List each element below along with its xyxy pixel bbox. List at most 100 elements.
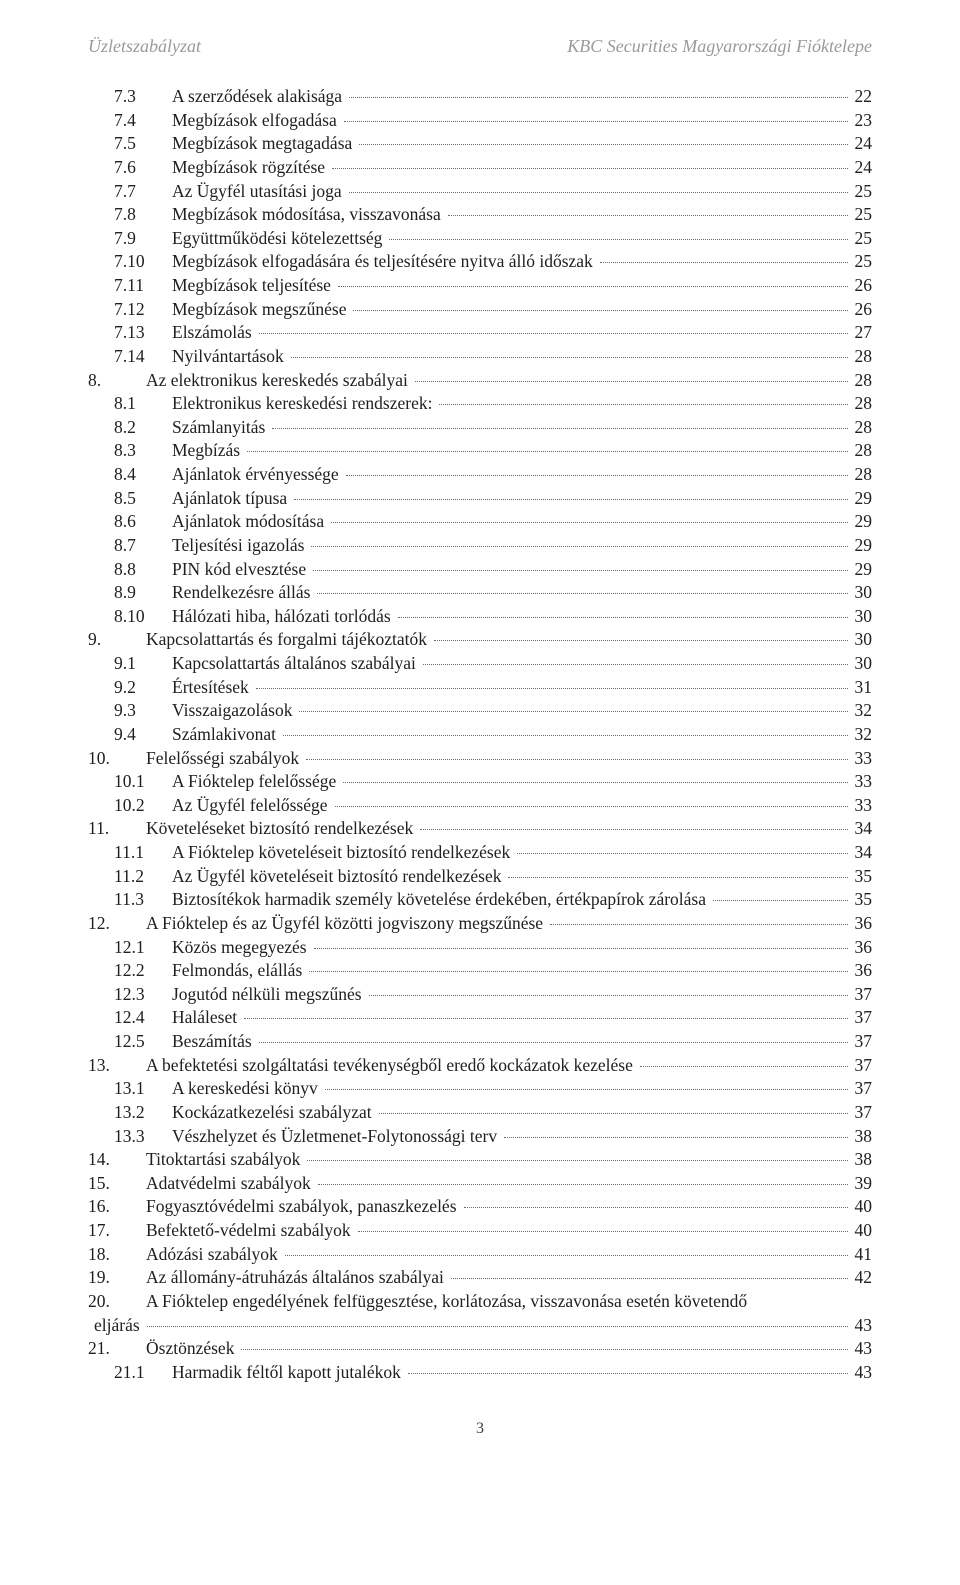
- toc-leader: [508, 877, 847, 878]
- toc-leader: [415, 381, 848, 382]
- toc-title: A szerződések alakisága: [172, 85, 346, 109]
- toc-leader: [259, 1042, 848, 1043]
- toc-number: 7.10: [114, 250, 172, 274]
- toc-title: A befektetési szolgáltatási tevékenységb…: [146, 1054, 637, 1078]
- toc-page: 40: [851, 1195, 873, 1219]
- toc-number: 7.4: [114, 109, 172, 133]
- toc-page: 25: [851, 180, 873, 204]
- toc-page: 37: [851, 1006, 873, 1030]
- toc-entry: 15.Adatvédelmi szabályok39: [88, 1172, 872, 1196]
- toc-title: Ajánlatok módosítása: [172, 510, 328, 534]
- toc-leader: [247, 451, 847, 452]
- toc-leader: [398, 617, 848, 618]
- toc-title: Az állomány-átruházás általános szabálya…: [146, 1266, 448, 1290]
- toc-title: Kapcsolattartás és forgalmi tájékoztatók: [146, 628, 431, 652]
- toc-leader: [408, 1373, 848, 1374]
- toc-number: 11.: [88, 817, 146, 841]
- toc-leader: [358, 1231, 848, 1232]
- toc-title: Visszaigazolások: [172, 699, 296, 723]
- toc-entry: 9.4Számlakivonat32: [88, 723, 872, 747]
- running-header: Üzletszabályzat KBC Securities Magyarors…: [88, 36, 872, 57]
- toc-entry: 11.3Biztosítékok harmadik személy követe…: [88, 888, 872, 912]
- toc-title: Követeléseket biztosító rendelkezések: [146, 817, 417, 841]
- toc-leader: [640, 1066, 848, 1067]
- toc-entry: 7.3A szerződések alakisága22: [88, 85, 872, 109]
- toc-entry: 13.3Vészhelyzet és Üzletmenet-Folytonoss…: [88, 1125, 872, 1149]
- toc-leader: [389, 239, 847, 240]
- toc-page: 37: [851, 1101, 873, 1125]
- toc-number: 8.7: [114, 534, 172, 558]
- toc-number: 8.4: [114, 463, 172, 487]
- toc-leader: [344, 121, 848, 122]
- toc-number: 19.: [88, 1266, 146, 1290]
- toc-entry: 7.9Együttműködési kötelezettség25: [88, 227, 872, 251]
- toc-leader: [285, 1255, 848, 1256]
- toc-number: 18.: [88, 1243, 146, 1267]
- toc-leader: [309, 971, 847, 972]
- toc-number: 13.: [88, 1054, 146, 1078]
- toc-number: 7.9: [114, 227, 172, 251]
- toc-leader: [256, 688, 848, 689]
- toc-entry: eljárás43: [88, 1314, 872, 1338]
- toc-leader: [439, 404, 847, 405]
- toc-entry: 12.4Haláleset37: [88, 1006, 872, 1030]
- toc-leader: [338, 286, 848, 287]
- toc-title: Megbízások módosítása, visszavonása: [172, 203, 445, 227]
- toc-page: 35: [851, 888, 873, 912]
- toc-number: 8.5: [114, 487, 172, 511]
- page: Üzletszabályzat KBC Securities Magyarors…: [0, 0, 960, 1478]
- toc-page: 43: [851, 1314, 873, 1338]
- toc-number: 7.7: [114, 180, 172, 204]
- toc-number: 13.2: [114, 1101, 172, 1125]
- toc-leader: [314, 948, 848, 949]
- toc-entry: 10.2Az Ügyfél felelőssége33: [88, 794, 872, 818]
- toc-entry: 21.Ösztönzések43: [88, 1337, 872, 1361]
- toc-number: 8.10: [114, 605, 172, 629]
- toc-title: Ajánlatok érvényessége: [172, 463, 343, 487]
- table-of-contents: 7.3A szerződések alakisága227.4Megbízáso…: [88, 85, 872, 1384]
- toc-number: 9.4: [114, 723, 172, 747]
- toc-entry: 8.6Ajánlatok módosítása29: [88, 510, 872, 534]
- toc-page: 28: [851, 463, 873, 487]
- toc-entry: 13.2Kockázatkezelési szabályzat37: [88, 1101, 872, 1125]
- toc-title: Az Ügyfél követeléseit biztosító rendelk…: [172, 865, 505, 889]
- toc-number: 9.1: [114, 652, 172, 676]
- toc-leader: [349, 97, 847, 98]
- toc-entry: 8.7Teljesítési igazolás29: [88, 534, 872, 558]
- toc-page: 30: [851, 652, 873, 676]
- toc-entry: 12.1Közös megegyezés36: [88, 936, 872, 960]
- toc-page: 32: [851, 723, 873, 747]
- toc-leader: [317, 593, 847, 594]
- toc-leader: [325, 1089, 848, 1090]
- toc-page: 22: [851, 85, 873, 109]
- toc-title: Teljesítési igazolás: [172, 534, 308, 558]
- toc-entry: 7.11Megbízások teljesítése26: [88, 274, 872, 298]
- toc-leader: [331, 522, 847, 523]
- toc-title: Rendelkezésre állás: [172, 581, 314, 605]
- toc-number: 11.2: [114, 865, 172, 889]
- toc-entry: 18.Adózási szabályok41: [88, 1243, 872, 1267]
- toc-number: 7.5: [114, 132, 172, 156]
- toc-entry: 9.1Kapcsolattartás általános szabályai30: [88, 652, 872, 676]
- toc-page: 32: [851, 699, 873, 723]
- toc-leader: [550, 924, 847, 925]
- toc-leader: [335, 806, 848, 807]
- toc-leader: [464, 1207, 848, 1208]
- toc-title: Nyilvántartások: [172, 345, 288, 369]
- toc-title: Együttműködési kötelezettség: [172, 227, 386, 251]
- toc-page: 25: [851, 250, 873, 274]
- toc-number: 8.2: [114, 416, 172, 440]
- toc-leader: [451, 1278, 848, 1279]
- toc-page: 42: [851, 1266, 873, 1290]
- toc-entry: 12.5Beszámítás37: [88, 1030, 872, 1054]
- toc-entry: 17.Befektető-védelmi szabályok40: [88, 1219, 872, 1243]
- toc-leader: [423, 664, 848, 665]
- toc-leader: [299, 711, 847, 712]
- toc-page: 36: [851, 959, 873, 983]
- toc-page: 41: [851, 1243, 873, 1267]
- toc-page: 28: [851, 369, 873, 393]
- toc-entry: 7.4Megbízások elfogadása23: [88, 109, 872, 133]
- toc-title: Harmadik féltől kapott jutalékok: [172, 1361, 405, 1385]
- toc-page: 23: [851, 109, 873, 133]
- toc-leader: [244, 1018, 847, 1019]
